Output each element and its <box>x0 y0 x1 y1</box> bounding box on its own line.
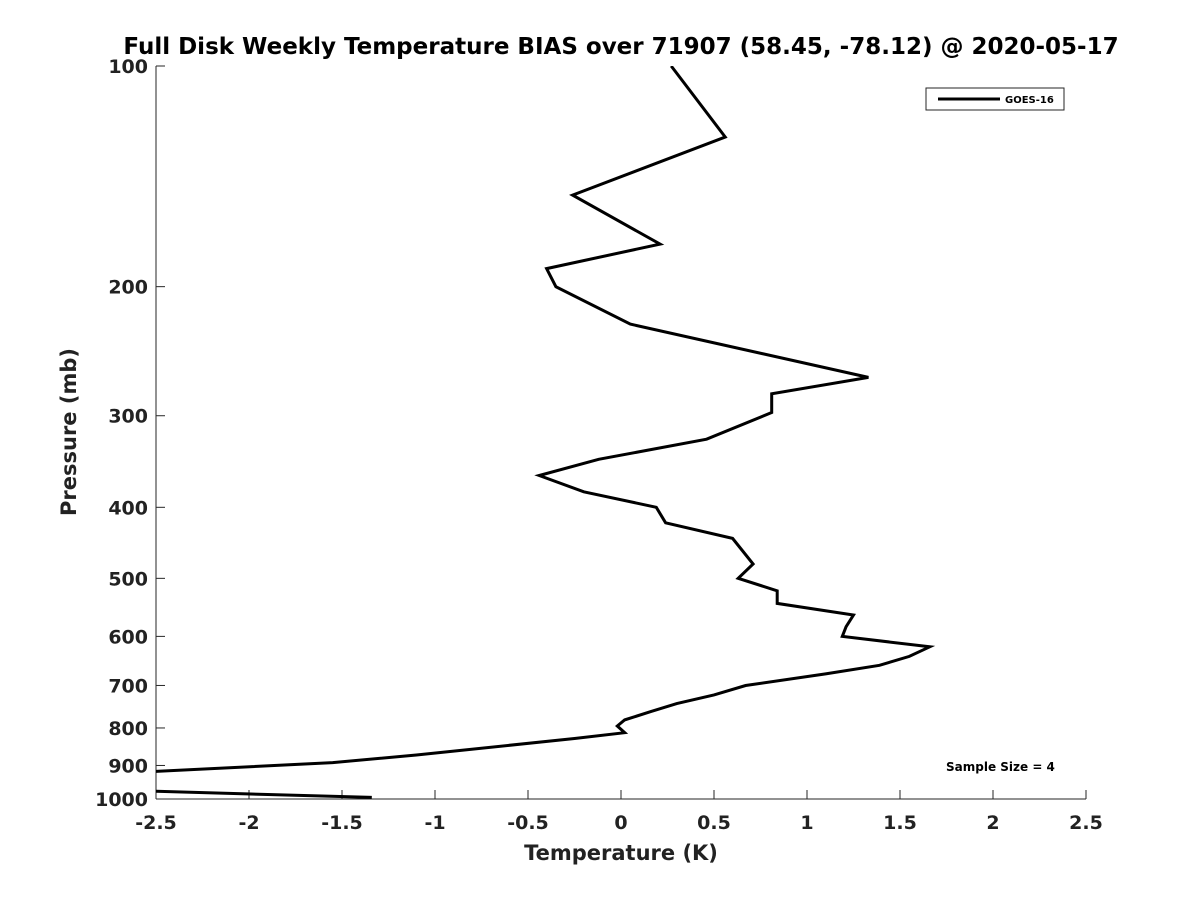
x-tick-label: -1 <box>424 812 445 834</box>
x-tick-label: -0.5 <box>507 812 549 834</box>
x-tick-label: 2 <box>986 812 999 834</box>
y-tick-label: 200 <box>108 277 148 299</box>
x-tick-label: 0.5 <box>697 812 731 834</box>
y-tick-label: 300 <box>108 406 148 428</box>
sample-size-annotation: Sample Size = 4 <box>946 760 1055 774</box>
y-tick-label: 100 <box>108 56 148 78</box>
series-line-goes-16 <box>156 66 936 799</box>
y-tick-label: 400 <box>108 497 148 519</box>
x-tick-label: -1.5 <box>321 812 363 834</box>
y-tick-label: 700 <box>108 675 148 697</box>
y-tick-label: 800 <box>108 718 148 740</box>
chart-title: Full Disk Weekly Temperature BIAS over 7… <box>123 34 1118 60</box>
x-tick-label: 1 <box>800 812 813 834</box>
legend-label-goes-16: GOES-16 <box>1005 95 1054 106</box>
x-axis-label: Temperature (K) <box>524 841 718 865</box>
plot-area <box>156 66 1086 799</box>
x-tick-label: -2.5 <box>135 812 177 834</box>
x-tick-label: 0 <box>614 812 627 834</box>
y-tick-label: 500 <box>108 568 148 590</box>
axis-tick-labels: -2.5 -2 -1.5 -1 -0.5 0 0.5 1 1.5 2 2.5 100 200 300 400… <box>95 56 1103 834</box>
y-tick-label: 1000 <box>95 789 148 811</box>
y-axis-label: Pressure (mb) <box>57 348 81 516</box>
legend: GOES-16 <box>925 87 1065 111</box>
x-tick-label: 2.5 <box>1069 812 1103 834</box>
x-tick-label: 1.5 <box>883 812 917 834</box>
y-tick-label: 900 <box>108 755 148 777</box>
x-tick-label: -2 <box>238 812 259 834</box>
y-tick-label: 600 <box>108 626 148 648</box>
